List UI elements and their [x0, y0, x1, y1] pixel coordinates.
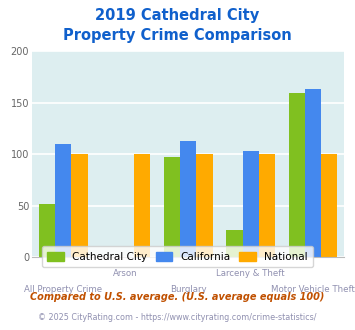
- Text: © 2025 CityRating.com - https://www.cityrating.com/crime-statistics/: © 2025 CityRating.com - https://www.city…: [38, 313, 317, 322]
- Bar: [196, 154, 213, 257]
- Bar: [259, 154, 275, 257]
- Text: 2019 Cathedral City: 2019 Cathedral City: [95, 8, 260, 23]
- Text: Motor Vehicle Theft: Motor Vehicle Theft: [271, 285, 355, 294]
- Bar: [134, 154, 150, 257]
- Text: Property Crime Comparison: Property Crime Comparison: [63, 28, 292, 43]
- Bar: [39, 204, 55, 257]
- Text: Arson: Arson: [113, 269, 138, 278]
- Legend: Cathedral City, California, National: Cathedral City, California, National: [42, 247, 313, 267]
- Bar: [289, 93, 305, 257]
- Text: All Property Crime: All Property Crime: [24, 285, 102, 294]
- Text: Larceny & Theft: Larceny & Theft: [216, 269, 285, 278]
- Bar: [226, 230, 242, 257]
- Bar: [55, 144, 71, 257]
- Bar: [242, 151, 259, 257]
- Bar: [180, 141, 196, 257]
- Bar: [305, 89, 321, 257]
- Bar: [321, 154, 338, 257]
- Bar: [71, 154, 88, 257]
- Text: Compared to U.S. average. (U.S. average equals 100): Compared to U.S. average. (U.S. average …: [30, 292, 325, 302]
- Bar: [164, 157, 180, 257]
- Text: Burglary: Burglary: [170, 285, 207, 294]
